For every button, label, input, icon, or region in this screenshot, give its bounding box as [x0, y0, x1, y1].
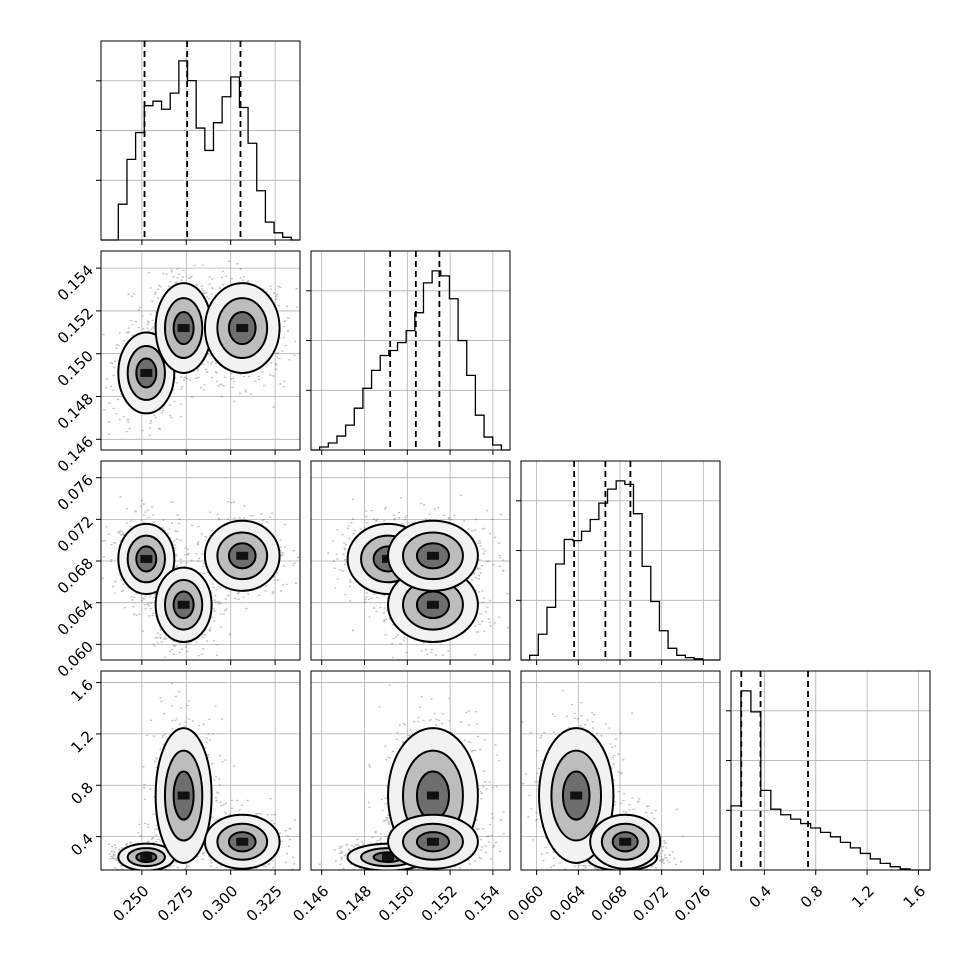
x-tick-label: 0.148 — [332, 882, 375, 925]
y-tick-label: 1.2 — [67, 727, 97, 757]
x-tick-label: 0.4 — [746, 882, 776, 912]
y-tick-label: 0.152 — [54, 304, 97, 347]
x-tick-label: 0.8 — [797, 882, 827, 912]
density-peak — [236, 837, 249, 846]
density-peak — [177, 791, 190, 800]
panel-content — [107, 682, 297, 870]
panel-frame — [100, 250, 301, 451]
panel-1-1 — [306, 250, 511, 455]
y-tick-label: 0.150 — [54, 347, 97, 390]
x-tick-label: 0.150 — [375, 882, 418, 925]
density-peak — [140, 368, 153, 377]
histogram-1 — [311, 270, 510, 451]
density-peak — [426, 837, 439, 846]
panel-frame — [100, 40, 301, 241]
y-tick-label: 0.076 — [54, 471, 97, 514]
y-tick-label: 0.146 — [54, 433, 97, 476]
panel-frame — [100, 460, 301, 661]
panel-2-1 — [310, 460, 511, 665]
panel-frame — [520, 670, 721, 871]
x-tick-label: 0.146 — [289, 882, 332, 925]
panel-frame — [310, 670, 511, 871]
panel-3-3: 0.4 0.8 1.2 1.6 — [726, 670, 931, 912]
density-peak — [426, 551, 439, 560]
y-tick-label: 0.064 — [54, 596, 97, 639]
panel-content — [327, 494, 510, 660]
x-tick-label: 1.6 — [900, 882, 930, 912]
panel-frame — [100, 670, 301, 871]
panel-content — [318, 684, 505, 870]
panel-frame — [310, 460, 511, 661]
panel-0-0 — [96, 40, 301, 245]
panel-frame — [730, 670, 931, 871]
density-peak — [426, 791, 439, 800]
panel-content — [102, 260, 299, 437]
x-tick-label: 0.152 — [418, 882, 461, 925]
y-tick-label: 0.072 — [54, 513, 97, 556]
density-peak — [140, 554, 153, 563]
y-tick-label: 0.154 — [54, 261, 97, 304]
panel-content — [101, 496, 300, 658]
x-tick-label: 0.072 — [629, 882, 672, 925]
density-peak — [177, 600, 190, 609]
y-tick-label: 0.4 — [67, 830, 97, 860]
histogram-2 — [521, 480, 720, 661]
x-tick-label: 0.064 — [546, 882, 589, 925]
x-tick-label: 0.076 — [671, 882, 714, 925]
panel-3-1: 0.146 0.148 0.150 0.152 0.154 — [289, 670, 511, 925]
x-tick-label: 0.068 — [588, 882, 631, 925]
density-peak — [570, 791, 583, 800]
density-peak — [619, 837, 632, 846]
y-tick-label: 0.148 — [54, 390, 97, 433]
panel-2-2 — [516, 460, 721, 665]
x-tick-label: 0.325 — [243, 882, 286, 925]
y-tick-label: 0.068 — [54, 554, 97, 597]
density-peak — [177, 324, 190, 333]
panel-content — [521, 689, 684, 870]
x-tick-label: 0.300 — [198, 882, 241, 925]
panel-frame — [520, 460, 721, 661]
x-tick-label: 0.154 — [461, 882, 504, 925]
histogram-0 — [101, 60, 300, 241]
y-tick-label: 0.8 — [67, 779, 97, 809]
density-peak — [140, 853, 153, 862]
y-tick-label: 1.6 — [67, 676, 97, 706]
x-tick-label: 0.275 — [154, 882, 197, 925]
x-tick-label: 0.250 — [110, 882, 153, 925]
panel-frame — [310, 250, 511, 451]
x-tick-label: 0.060 — [504, 882, 547, 925]
density-peak — [236, 551, 249, 560]
density-peak — [426, 600, 439, 609]
density-peak — [382, 853, 395, 862]
x-tick-label: 1.2 — [848, 882, 878, 912]
density-peak — [236, 324, 249, 333]
y-tick-label: 0.060 — [54, 638, 97, 681]
panel-3-0: 0.4 0.8 1.2 1.6 0.250 0.275 0.300 0.325 — [67, 670, 301, 925]
